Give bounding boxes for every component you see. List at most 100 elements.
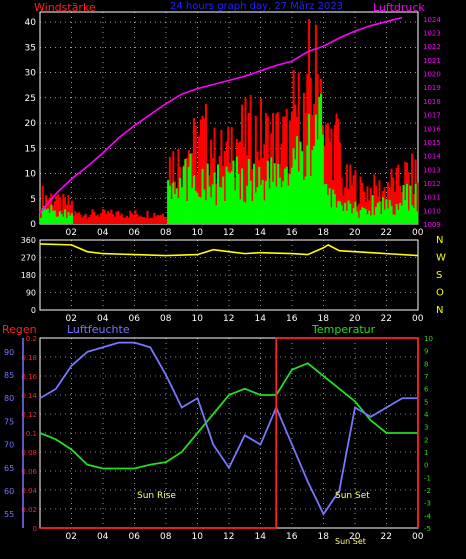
wind-bar (387, 182, 390, 224)
wind-bar (153, 212, 156, 224)
gust-bar (189, 153, 192, 224)
gust-bar (271, 181, 274, 224)
wind-bar (215, 183, 218, 224)
gust-bar (65, 218, 68, 224)
gust-bar (53, 210, 56, 224)
wind-bar (88, 217, 91, 224)
gust-bar (192, 175, 195, 224)
gust-bar (393, 214, 396, 224)
gust-bar (412, 207, 415, 224)
gust-bar (177, 197, 180, 224)
gust-bar (392, 214, 395, 224)
temperature-tick-label: -5 (424, 525, 431, 533)
gust-bar (45, 209, 48, 224)
gust-bar (275, 186, 278, 224)
wind-bar (254, 115, 257, 224)
direction-tick-label: 180 (21, 271, 36, 280)
direction-line (39, 243, 419, 257)
wind-bar (244, 98, 247, 224)
gust-bar (174, 194, 177, 224)
x-tick-label: 20 (349, 314, 361, 324)
wind-bar (242, 146, 245, 224)
gust-bar (52, 210, 55, 224)
wind-tick-label: 30 (25, 69, 37, 79)
temperature-tick-label: 6 (424, 386, 429, 394)
gust-bar (347, 200, 350, 224)
gust-bar (258, 166, 261, 224)
gust-bar (230, 171, 233, 224)
gust-bar (318, 96, 321, 224)
gust-bar (215, 205, 218, 224)
rain-tick-label: 0.14 (21, 392, 37, 400)
gust-bar (302, 180, 305, 224)
wind-bar (363, 191, 366, 224)
humidity-tick-label: 60 (4, 487, 14, 496)
rain-tick-label: 0 (33, 525, 37, 533)
temperature-tick-label: 1 (424, 449, 428, 457)
gust-bar (290, 167, 293, 224)
temperature-tick-label: 4 (424, 411, 429, 419)
gust-bar (235, 156, 238, 224)
x-tick-label: 02 (66, 314, 77, 324)
gust-bar (376, 202, 379, 224)
gust-bar (366, 214, 369, 224)
gust-bar (357, 217, 360, 224)
wind-bar (340, 177, 343, 224)
gust-bar (196, 192, 199, 224)
gust-bar (397, 209, 400, 224)
gust-bar (354, 201, 357, 224)
gust-bar (344, 202, 347, 224)
gust-bar (69, 215, 72, 224)
gust-bar (333, 194, 336, 224)
x-tick-label: 10 (192, 314, 204, 324)
gust-bar (198, 196, 201, 224)
gust-bar (70, 213, 73, 224)
wind-bar (297, 72, 300, 225)
temperature-tick-label: 0 (424, 462, 428, 470)
x-tick-label: 18 (318, 314, 330, 324)
temperature-tick-label: -2 (424, 487, 431, 495)
gust-bar (280, 187, 283, 224)
gust-bar (211, 184, 214, 224)
temperature-tick-label: -4 (424, 512, 432, 520)
pressure-tick-label: 1018 (423, 98, 441, 106)
wind-bar (361, 182, 364, 224)
pressure-tick-label: 1023 (423, 30, 441, 38)
gust-bar (383, 209, 386, 224)
gust-bar (278, 177, 281, 224)
gust-bar (239, 199, 242, 224)
wind-bar (155, 216, 158, 224)
gust-bar (67, 212, 70, 224)
temperature-tick-label: 7 (424, 373, 428, 381)
wind-bar (292, 69, 295, 224)
gust-bar (40, 217, 43, 224)
x-tick-label: 20 (349, 532, 361, 542)
wind-bar (149, 217, 152, 224)
gust-bar (292, 148, 295, 224)
wind-bar (407, 172, 410, 224)
wind-bar (86, 218, 89, 224)
gust-bar (222, 176, 225, 224)
temperature-tick-label: 5 (424, 398, 428, 406)
gust-bar (203, 189, 206, 224)
pressure-tick-label: 1014 (423, 153, 441, 161)
gust-bar (242, 201, 245, 224)
gust-bar (204, 200, 207, 224)
wind-bar (115, 211, 118, 224)
wind-bar (112, 214, 115, 224)
gust-bar (328, 188, 331, 224)
gust-bar (306, 145, 309, 224)
wind-bar (326, 122, 329, 224)
x-tick-label: 02 (66, 228, 77, 238)
humidity-tick-label: 65 (4, 464, 14, 473)
wind-bar (77, 212, 80, 224)
wind-tick-label: 20 (25, 119, 37, 129)
temperature-tick-label: 9 (424, 348, 428, 356)
gust-bar (263, 200, 266, 224)
gust-bar (58, 211, 61, 224)
gust-bar (373, 214, 376, 224)
gust-bar (352, 208, 355, 224)
wind-bar (151, 217, 154, 224)
wind-bar (198, 136, 201, 224)
